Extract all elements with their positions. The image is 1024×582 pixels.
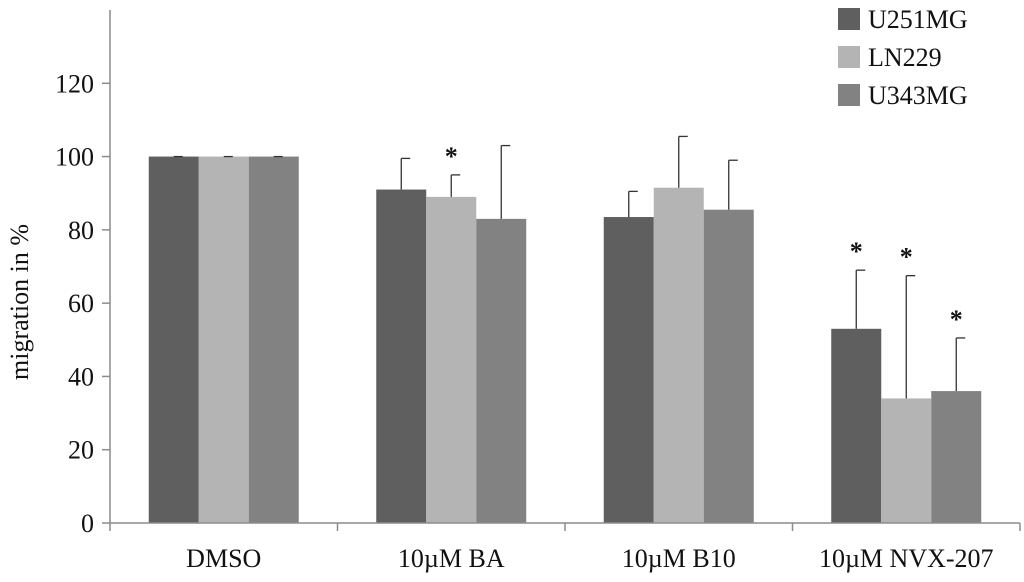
significance-marker: * xyxy=(900,243,913,272)
bar-u343mg-1 xyxy=(476,218,527,523)
y-axis-title: migration in % xyxy=(5,224,34,380)
bar-u343mg-2 xyxy=(703,209,754,524)
bar-u343mg-3 xyxy=(931,391,982,523)
legend-swatch-ln229 xyxy=(838,46,860,68)
legend-label-ln229: LN229 xyxy=(868,43,942,72)
legend-swatch-u343mg xyxy=(838,84,860,106)
y-axis-ticks: 0 20 40 60 80 100 120 xyxy=(55,69,110,538)
x-axis-labels: DMSO 10µM BA 10µM B10 10µM NVX-207 xyxy=(109,523,1021,573)
y-tick-label: 120 xyxy=(55,69,94,98)
bars-group xyxy=(148,156,982,524)
y-tick-label: 40 xyxy=(68,362,94,391)
y-tick-label: 100 xyxy=(55,143,94,172)
legend-label-u251mg: U251MG xyxy=(868,5,968,34)
bar-u343mg-0 xyxy=(248,156,299,524)
y-tick-label: 20 xyxy=(68,436,94,465)
bar-u251mg-0 xyxy=(148,156,199,524)
legend-swatch-u251mg xyxy=(838,8,860,30)
y-tick-label: 80 xyxy=(68,216,94,245)
x-category-label: 10µM NVX-207 xyxy=(819,544,994,573)
bar-ln229-1 xyxy=(426,196,477,523)
bar-ln229-3 xyxy=(881,398,932,523)
bar-u251mg-2 xyxy=(603,217,654,523)
x-category-label: 10µM BA xyxy=(398,544,505,573)
x-category-label: 10µM B10 xyxy=(622,544,736,573)
significance-marker: * xyxy=(445,142,458,171)
bar-u251mg-1 xyxy=(376,189,427,524)
bar-ln229-0 xyxy=(198,156,249,524)
legend-label-u343mg: U343MG xyxy=(868,81,968,110)
significance-marker: * xyxy=(950,305,963,334)
significance-marker: * xyxy=(850,237,863,266)
legend: U251MG LN229 U343MG xyxy=(838,5,968,110)
bar-ln229-2 xyxy=(653,187,704,524)
y-tick-label: 0 xyxy=(81,509,94,538)
x-category-label: DMSO xyxy=(186,544,261,573)
bar-u251mg-3 xyxy=(831,328,882,523)
y-tick-label: 60 xyxy=(68,289,94,318)
error-bars-group: * * * * xyxy=(173,135,966,399)
